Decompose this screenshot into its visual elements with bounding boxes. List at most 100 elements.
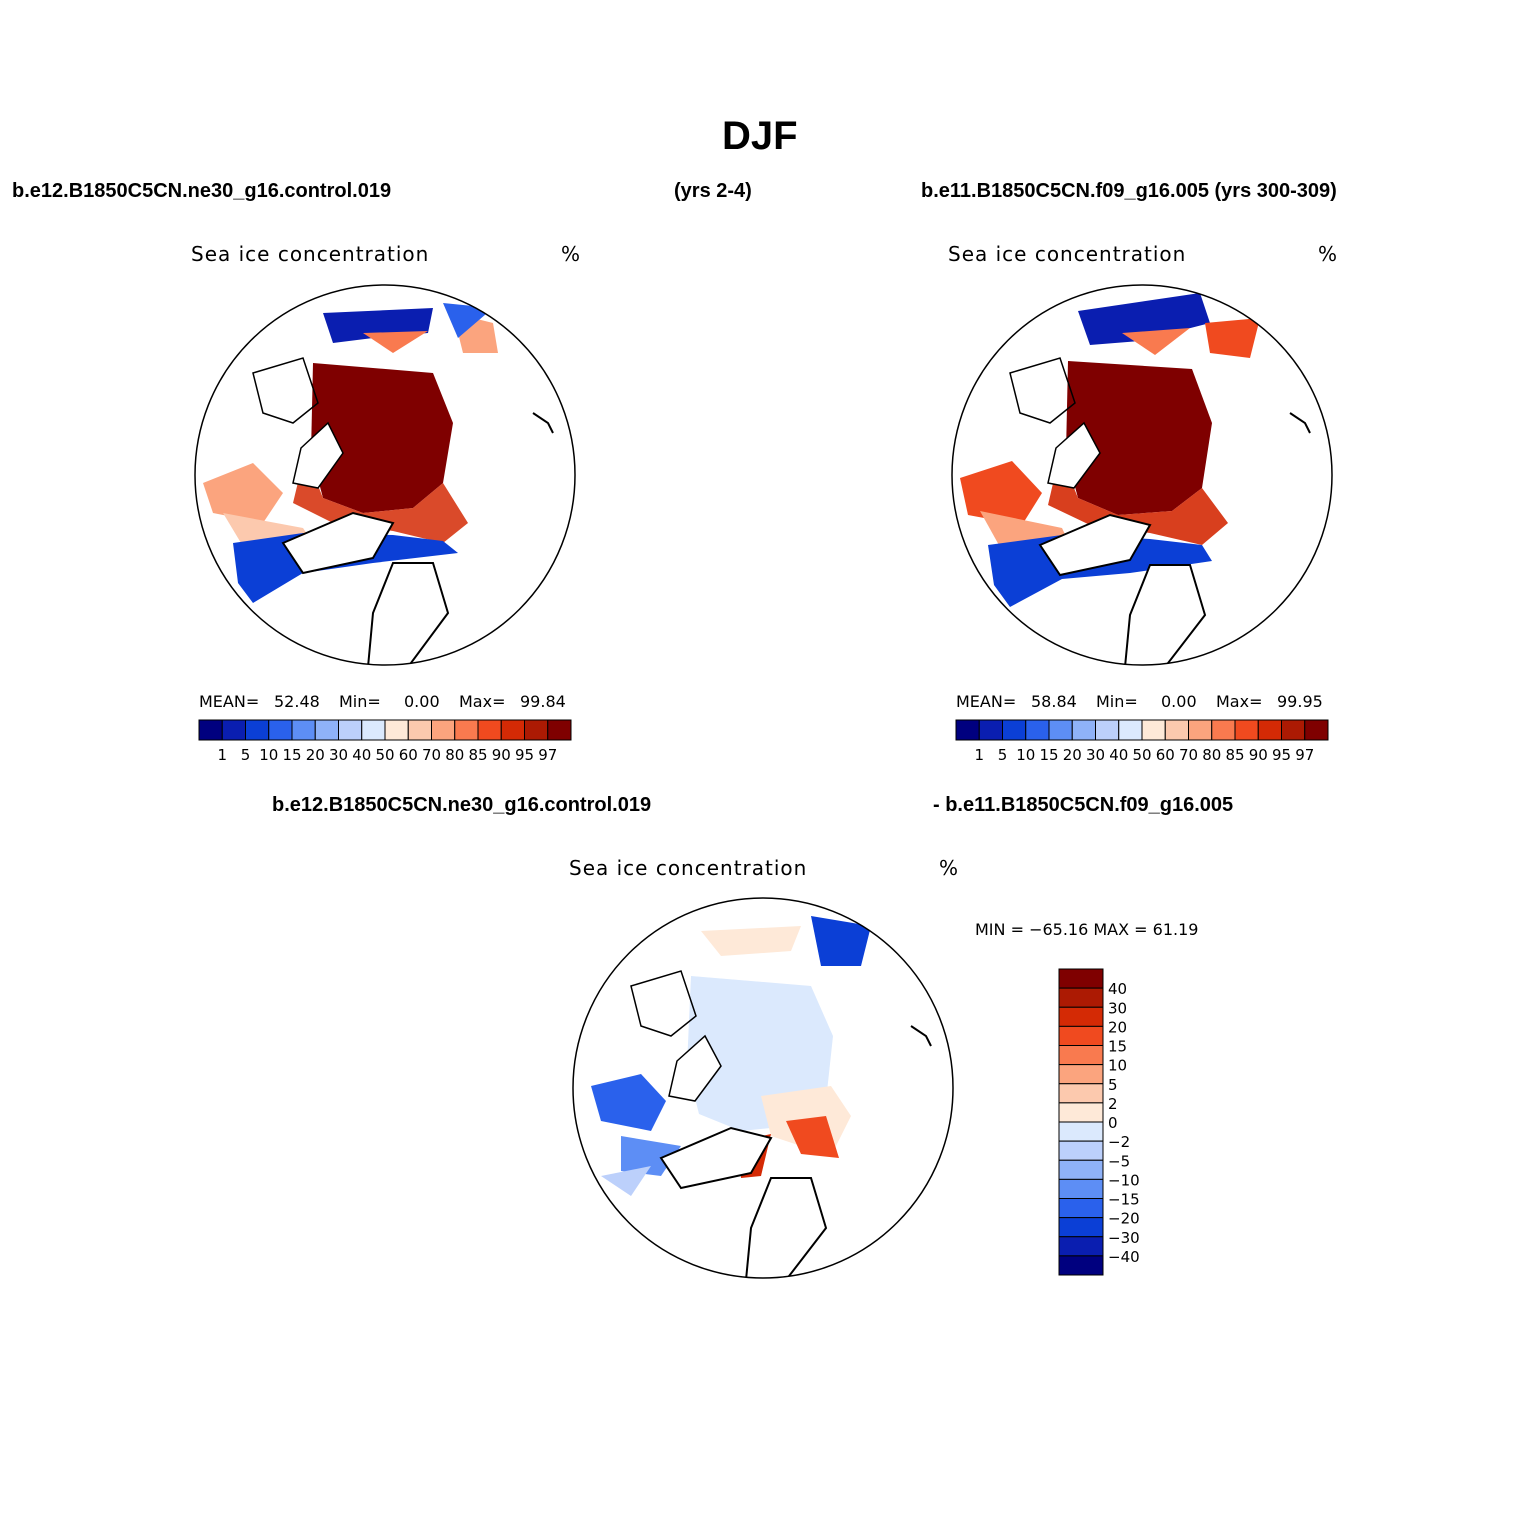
diff-colorbar-swatch [1058,968,1104,989]
panel1-map [194,284,576,666]
panel1-colorbar-tick-label: 70 [422,746,441,764]
panel1-colorbar-swatch [524,719,549,741]
diff-colorbar-tick-label: −5 [1108,1152,1130,1170]
panel1-colorbar-tick-label: 50 [375,746,394,764]
panel1-colorbar-tick-label: 90 [492,746,511,764]
diff-case1-label: b.e12.B1850C5CN.ne30_g16.control.019 [272,794,652,816]
figure-title: DJF [722,114,798,158]
panel2-colorbar-tick-label: 10 [1016,746,1035,764]
panel2-max-value: 99.95 [1277,692,1323,711]
panel2-colorbar-swatch [1141,719,1166,741]
diff-colorbar-swatch [1058,1236,1104,1257]
case1-years-label: (yrs 2-4) [674,180,752,202]
diff-units: % [939,856,960,880]
panel1-min-value: 0.00 [404,692,440,711]
panel1-max-value: 99.84 [520,692,566,711]
panel2-colorbar-swatch [1118,719,1143,741]
diff-colorbar-swatch [1058,1159,1104,1180]
panel2-colorbar-swatch [1257,719,1282,741]
diff-colorbar-swatch [1058,1121,1104,1142]
panel2-variable: Sea ice concentration [948,242,1187,266]
diff-colorbar-swatch [1058,1006,1104,1027]
panel2-colorbar-swatch [1164,719,1189,741]
diff-colorbar-swatch [1058,1255,1104,1276]
panel1-colorbar-tick-label: 60 [399,746,418,764]
panel1-colorbar-swatch [338,719,363,741]
panel1-colorbar-tick-label: 97 [538,746,557,764]
panel1-colorbar-tick-label: 30 [329,746,348,764]
panel1-mean-value: 52.48 [274,692,320,711]
diff-colorbar-tick-label: −15 [1108,1191,1140,1209]
panel1-colorbar-swatch [198,719,223,741]
panel2-colorbar-tick-label: 50 [1132,746,1151,764]
panel2-colorbar-tick-label: 95 [1272,746,1291,764]
panel2-colorbar-swatch [978,719,1003,741]
panel1-colorbar-swatch [384,719,409,741]
diff-colorbar-swatch [1058,1045,1104,1066]
panel1-colorbar-swatch [245,719,270,741]
panel2-mean-value: 58.84 [1031,692,1077,711]
panel2-colorbar-tick-label: 85 [1225,746,1244,764]
diff-colorbar-swatch [1058,1064,1104,1085]
panel2-map [951,284,1333,666]
panel1-colorbar-swatch [407,719,432,741]
panel2-colorbar-tick-label: 90 [1249,746,1268,764]
diff-colorbar-swatch [1058,1198,1104,1219]
case1-label: b.e12.B1850C5CN.ne30_g16.control.019 [12,180,392,202]
panel2-colorbar-swatch [1211,719,1236,741]
panel2-colorbar: 1 5 10 15 20 30 40 50 60 70 80 85 90 95 97 [955,719,1329,764]
panel1-colorbar-tick-label: 85 [468,746,487,764]
diff-colorbar-tick-label: 2 [1108,1095,1118,1113]
panel1-colorbar-swatch [454,719,479,741]
panel2-colorbar-tick-label: 15 [1039,746,1058,764]
panel1-colorbar-swatch [361,719,386,741]
panel2-colorbar-swatch [1188,719,1213,741]
panel1-max-label: Max= [459,692,506,711]
panel1-colorbar-tick-label: 10 [259,746,278,764]
panel2-colorbar-tick-label: 30 [1086,746,1105,764]
panel2-colorbar-swatch [1002,719,1027,741]
panel2-colorbar-tick-label: 40 [1109,746,1128,764]
diff-colorbar-tick-label: 0 [1108,1114,1118,1132]
panel2-colorbar-swatch [1025,719,1050,741]
panel2-colorbar-swatch [1048,719,1073,741]
panel2-max-label: Max= [1216,692,1263,711]
diff-colorbar-tick-label: −30 [1108,1229,1140,1247]
panel1-colorbar-swatch [314,719,339,741]
diff-colorbar-tick-label: 10 [1108,1057,1127,1075]
panel2-colorbar-swatch [1281,719,1306,741]
panel1-colorbar-tick-label: 20 [306,746,325,764]
diff-colorbar-swatch [1058,1083,1104,1104]
diff-case2-label: - b.e11.B1850C5CN.f09_g16.005 [933,794,1234,816]
diff-variable: Sea ice concentration [569,856,808,880]
diff-colorbar-tick-label: 15 [1108,1038,1127,1056]
panel2-min-value: 0.00 [1161,692,1197,711]
panel1-colorbar-tick-label: 5 [241,746,251,764]
panel2-colorbar-swatch [1304,719,1329,741]
diff-colorbar-tick-label: 40 [1108,980,1127,998]
diff-colorbar-tick-label: 30 [1108,999,1127,1017]
panel2-colorbar-tick-label: 97 [1295,746,1314,764]
panel1-colorbar-swatch [547,719,572,741]
panel2-colorbar-swatch [1234,719,1259,741]
diff-minmax: MIN = −65.16 MAX = 61.19 [975,920,1199,939]
panel2-colorbar-swatch [1071,719,1096,741]
diff-colorbar-tick-label: −2 [1108,1133,1130,1151]
diff-colorbar-tick-label: −20 [1108,1210,1140,1228]
diff-colorbar-swatch [1058,1217,1104,1238]
panel1-colorbar-swatch [291,719,316,741]
panel1-min-label: Min= [339,692,381,711]
case2-label: b.e11.B1850C5CN.f09_g16.005 (yrs 300-309… [921,180,1337,202]
diff-colorbar-tick-label: 5 [1108,1076,1118,1094]
diff-colorbar-swatch [1058,1178,1104,1199]
panel2-colorbar-swatch [1095,719,1120,741]
panel2-colorbar-tick-label: 60 [1156,746,1175,764]
panel1-colorbar-tick-label: 1 [217,746,227,764]
diff-colorbar-tick-label: −40 [1108,1248,1140,1266]
panel1-colorbar-swatch [500,719,525,741]
panel2-colorbar-tick-label: 20 [1063,746,1082,764]
diff-colorbar-swatch [1058,987,1104,1008]
panel1-colorbar: 1 5 10 15 20 30 40 50 60 70 80 85 90 95 97 [198,719,572,764]
panel1-colorbar-tick-label: 80 [445,746,464,764]
panel1-colorbar-swatch [431,719,456,741]
